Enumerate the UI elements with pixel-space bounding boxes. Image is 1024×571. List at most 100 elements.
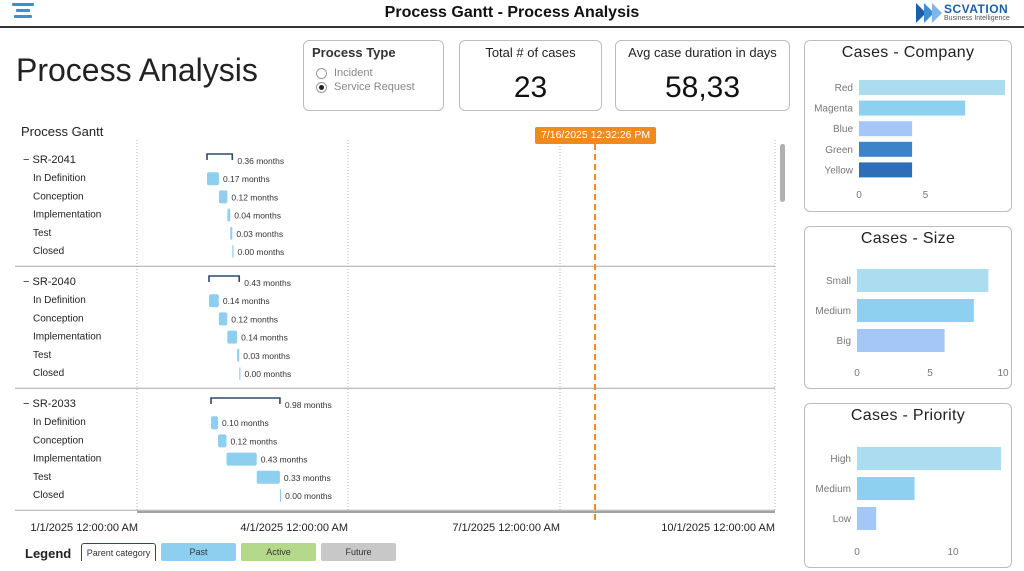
bar[interactable]	[859, 141, 913, 157]
filter-option-label: Service Request	[334, 81, 415, 93]
radio-service-request[interactable]	[316, 81, 327, 93]
gantt-duration-label: 0.03 months	[243, 351, 290, 361]
gantt-logo-icon	[12, 3, 36, 25]
gantt-row-label[interactable]: Conception	[33, 313, 84, 324]
tick-label: 5	[927, 368, 933, 379]
gantt-bar[interactable]	[227, 330, 238, 344]
category-label: Medium	[815, 484, 851, 495]
priority-bar-chart[interactable]: High Medium Low 0 10	[805, 404, 1013, 569]
category-label: Medium	[815, 306, 851, 317]
gantt-duration-label: 0.12 months	[231, 192, 278, 202]
bar[interactable]	[857, 477, 915, 500]
bar[interactable]	[859, 162, 913, 178]
filter-option-incident[interactable]: Incident	[316, 67, 373, 79]
tick-label: 10	[947, 547, 959, 558]
bar[interactable]	[859, 80, 1005, 95]
gantt-duration-label: 0.36 months	[237, 156, 284, 166]
brand-mark-icon	[916, 3, 942, 23]
gantt-duration-label: 0.03 months	[236, 229, 283, 239]
tick-label: 5	[923, 190, 929, 201]
gantt-row-label[interactable]: Closed	[33, 246, 64, 257]
category-label: Blue	[833, 124, 853, 135]
process-type-filter: Process Type Incident Service Request	[303, 40, 444, 111]
gantt-axis-label: 10/1/2025 12:00:00 AM	[661, 522, 775, 534]
category-label: Big	[837, 336, 851, 347]
gantt-bar[interactable]	[226, 452, 257, 466]
gantt-duration-label: 0.17 months	[223, 174, 270, 184]
gantt-bar[interactable]	[239, 367, 241, 380]
gantt-row-label[interactable]: Implementation	[33, 332, 101, 343]
gantt-title: Process Gantt	[21, 124, 104, 139]
process-gantt-chart[interactable]: 1/1/2025 12:00:00 AM 4/1/2025 12:00:00 AM…	[0, 140, 790, 540]
gantt-bar[interactable]	[207, 172, 219, 186]
brand-subtitle: Business Intelligence	[944, 15, 1010, 22]
gantt-row-label[interactable]: Closed	[33, 368, 64, 379]
gantt-row-label[interactable]: Implementation	[33, 454, 101, 465]
chart-cases-size: Cases - Size Small Medium Big 0 5 10	[804, 226, 1012, 389]
bar[interactable]	[857, 329, 945, 352]
gantt-duration-label: 0.10 months	[222, 418, 269, 428]
kpi-title: Avg case duration in days	[628, 45, 777, 60]
gantt-parent-bar[interactable]	[208, 275, 241, 282]
gantt-parent-label[interactable]: − SR-2041	[23, 154, 76, 166]
tick-label: 0	[854, 368, 860, 379]
bar[interactable]	[859, 121, 913, 137]
gantt-row-label[interactable]: Conception	[33, 435, 84, 446]
gantt-bar[interactable]	[211, 416, 219, 430]
gantt-row-label[interactable]: Conception	[33, 191, 84, 202]
bar[interactable]	[859, 100, 966, 116]
bar[interactable]	[857, 447, 1001, 470]
category-label: Yellow	[824, 165, 853, 176]
radio-incident[interactable]	[316, 67, 327, 79]
gantt-bar[interactable]	[237, 348, 240, 362]
bar[interactable]	[857, 507, 877, 530]
gantt-bar[interactable]	[227, 208, 231, 222]
gantt-row-label[interactable]: Closed	[33, 490, 64, 501]
gantt-axis-label: 7/1/2025 12:00:00 AM	[452, 522, 560, 534]
gantt-duration-label: 0.12 months	[230, 436, 277, 446]
legend-active: Active	[241, 543, 316, 561]
kpi-avg-duration: Avg case duration in days 58,33	[615, 40, 790, 111]
tick-label: 0	[856, 190, 862, 201]
company-bar-chart[interactable]: Red Magenta Blue Green Yellow 0 5	[805, 41, 1013, 213]
chart-title: Cases - Company	[841, 44, 975, 61]
size-bar-chart[interactable]: Small Medium Big 0 5 10	[805, 227, 1013, 390]
category-label: High	[830, 454, 851, 465]
legend-title: Legend	[25, 546, 72, 561]
gantt-row-label[interactable]: Implementation	[33, 210, 101, 221]
gantt-bar[interactable]	[232, 245, 234, 258]
gantt-parent-label[interactable]: − SR-2040	[23, 276, 76, 288]
gantt-bar[interactable]	[230, 226, 233, 240]
bar[interactable]	[857, 269, 989, 292]
gantt-row-label[interactable]: In Definition	[33, 417, 86, 428]
page-title: Process Analysis	[16, 52, 258, 88]
bar[interactable]	[857, 299, 974, 322]
filter-title: Process Type	[312, 45, 396, 60]
gantt-axis-label: 4/1/2025 12:00:00 AM	[240, 522, 348, 534]
filter-option-label: Incident	[334, 67, 373, 79]
gantt-parent-bar[interactable]	[206, 153, 234, 160]
kpi-value: 23	[513, 71, 548, 104]
gantt-scrollbar[interactable]	[780, 144, 785, 202]
filter-option-service-request[interactable]: Service Request	[316, 81, 415, 93]
gantt-duration-label: 0.14 months	[223, 296, 270, 306]
gantt-bar[interactable]	[209, 294, 219, 308]
gantt-row-label[interactable]: In Definition	[33, 173, 86, 184]
gantt-row-label[interactable]: Test	[33, 350, 52, 361]
gantt-row-label[interactable]: Test	[33, 228, 52, 239]
gantt-bar[interactable]	[218, 312, 228, 326]
gantt-bar[interactable]	[218, 190, 228, 204]
current-time-badge: 7/16/2025 12:32:26 PM	[535, 127, 657, 144]
gantt-bar[interactable]	[279, 489, 282, 502]
gantt-parent-label[interactable]: − SR-2033	[23, 398, 76, 410]
gantt-bar[interactable]	[218, 434, 227, 448]
gantt-row-label[interactable]: In Definition	[33, 295, 86, 306]
gantt-row-label[interactable]: Test	[33, 472, 52, 483]
legend-past: Past	[161, 543, 236, 561]
gantt-parent-bar[interactable]	[210, 397, 281, 404]
gantt-bar[interactable]	[256, 470, 280, 484]
brand-name: SCVATION	[944, 2, 1009, 16]
gantt-duration-label: 0.12 months	[231, 314, 278, 324]
gantt-duration-label: 0.00 months	[238, 247, 285, 257]
chart-title: Cases - Priority	[850, 407, 966, 424]
